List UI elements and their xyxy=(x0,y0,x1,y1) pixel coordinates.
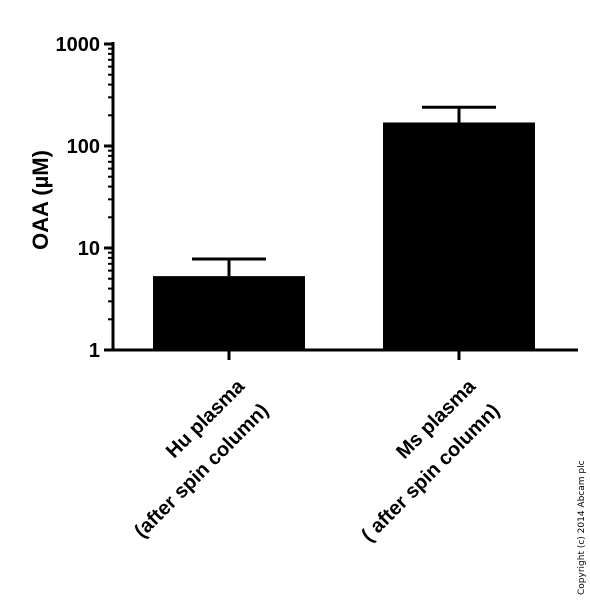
category-labels: Hu plasma(after spin column) Ms plasma( a… xyxy=(130,375,504,546)
y-tick-label: 1 xyxy=(89,340,100,362)
y-tick-label: 10 xyxy=(78,238,100,260)
x-axis xyxy=(111,348,578,360)
bars xyxy=(153,122,535,351)
y-axis: 1 10 100 1000 xyxy=(56,34,115,362)
y-axis-title: OAA (µM) xyxy=(28,150,53,250)
copyright-text: Copyright (c) 2014 Abcam plc xyxy=(577,460,587,595)
category-label: Ms plasma( after spin column) xyxy=(357,375,504,546)
bar xyxy=(153,276,305,350)
y-tick-label: 100 xyxy=(67,136,100,158)
error-bars xyxy=(192,105,496,277)
category-label: Hu plasma(after spin column) xyxy=(130,375,273,542)
y-tick-label: 1000 xyxy=(56,34,101,56)
bar xyxy=(383,122,535,351)
